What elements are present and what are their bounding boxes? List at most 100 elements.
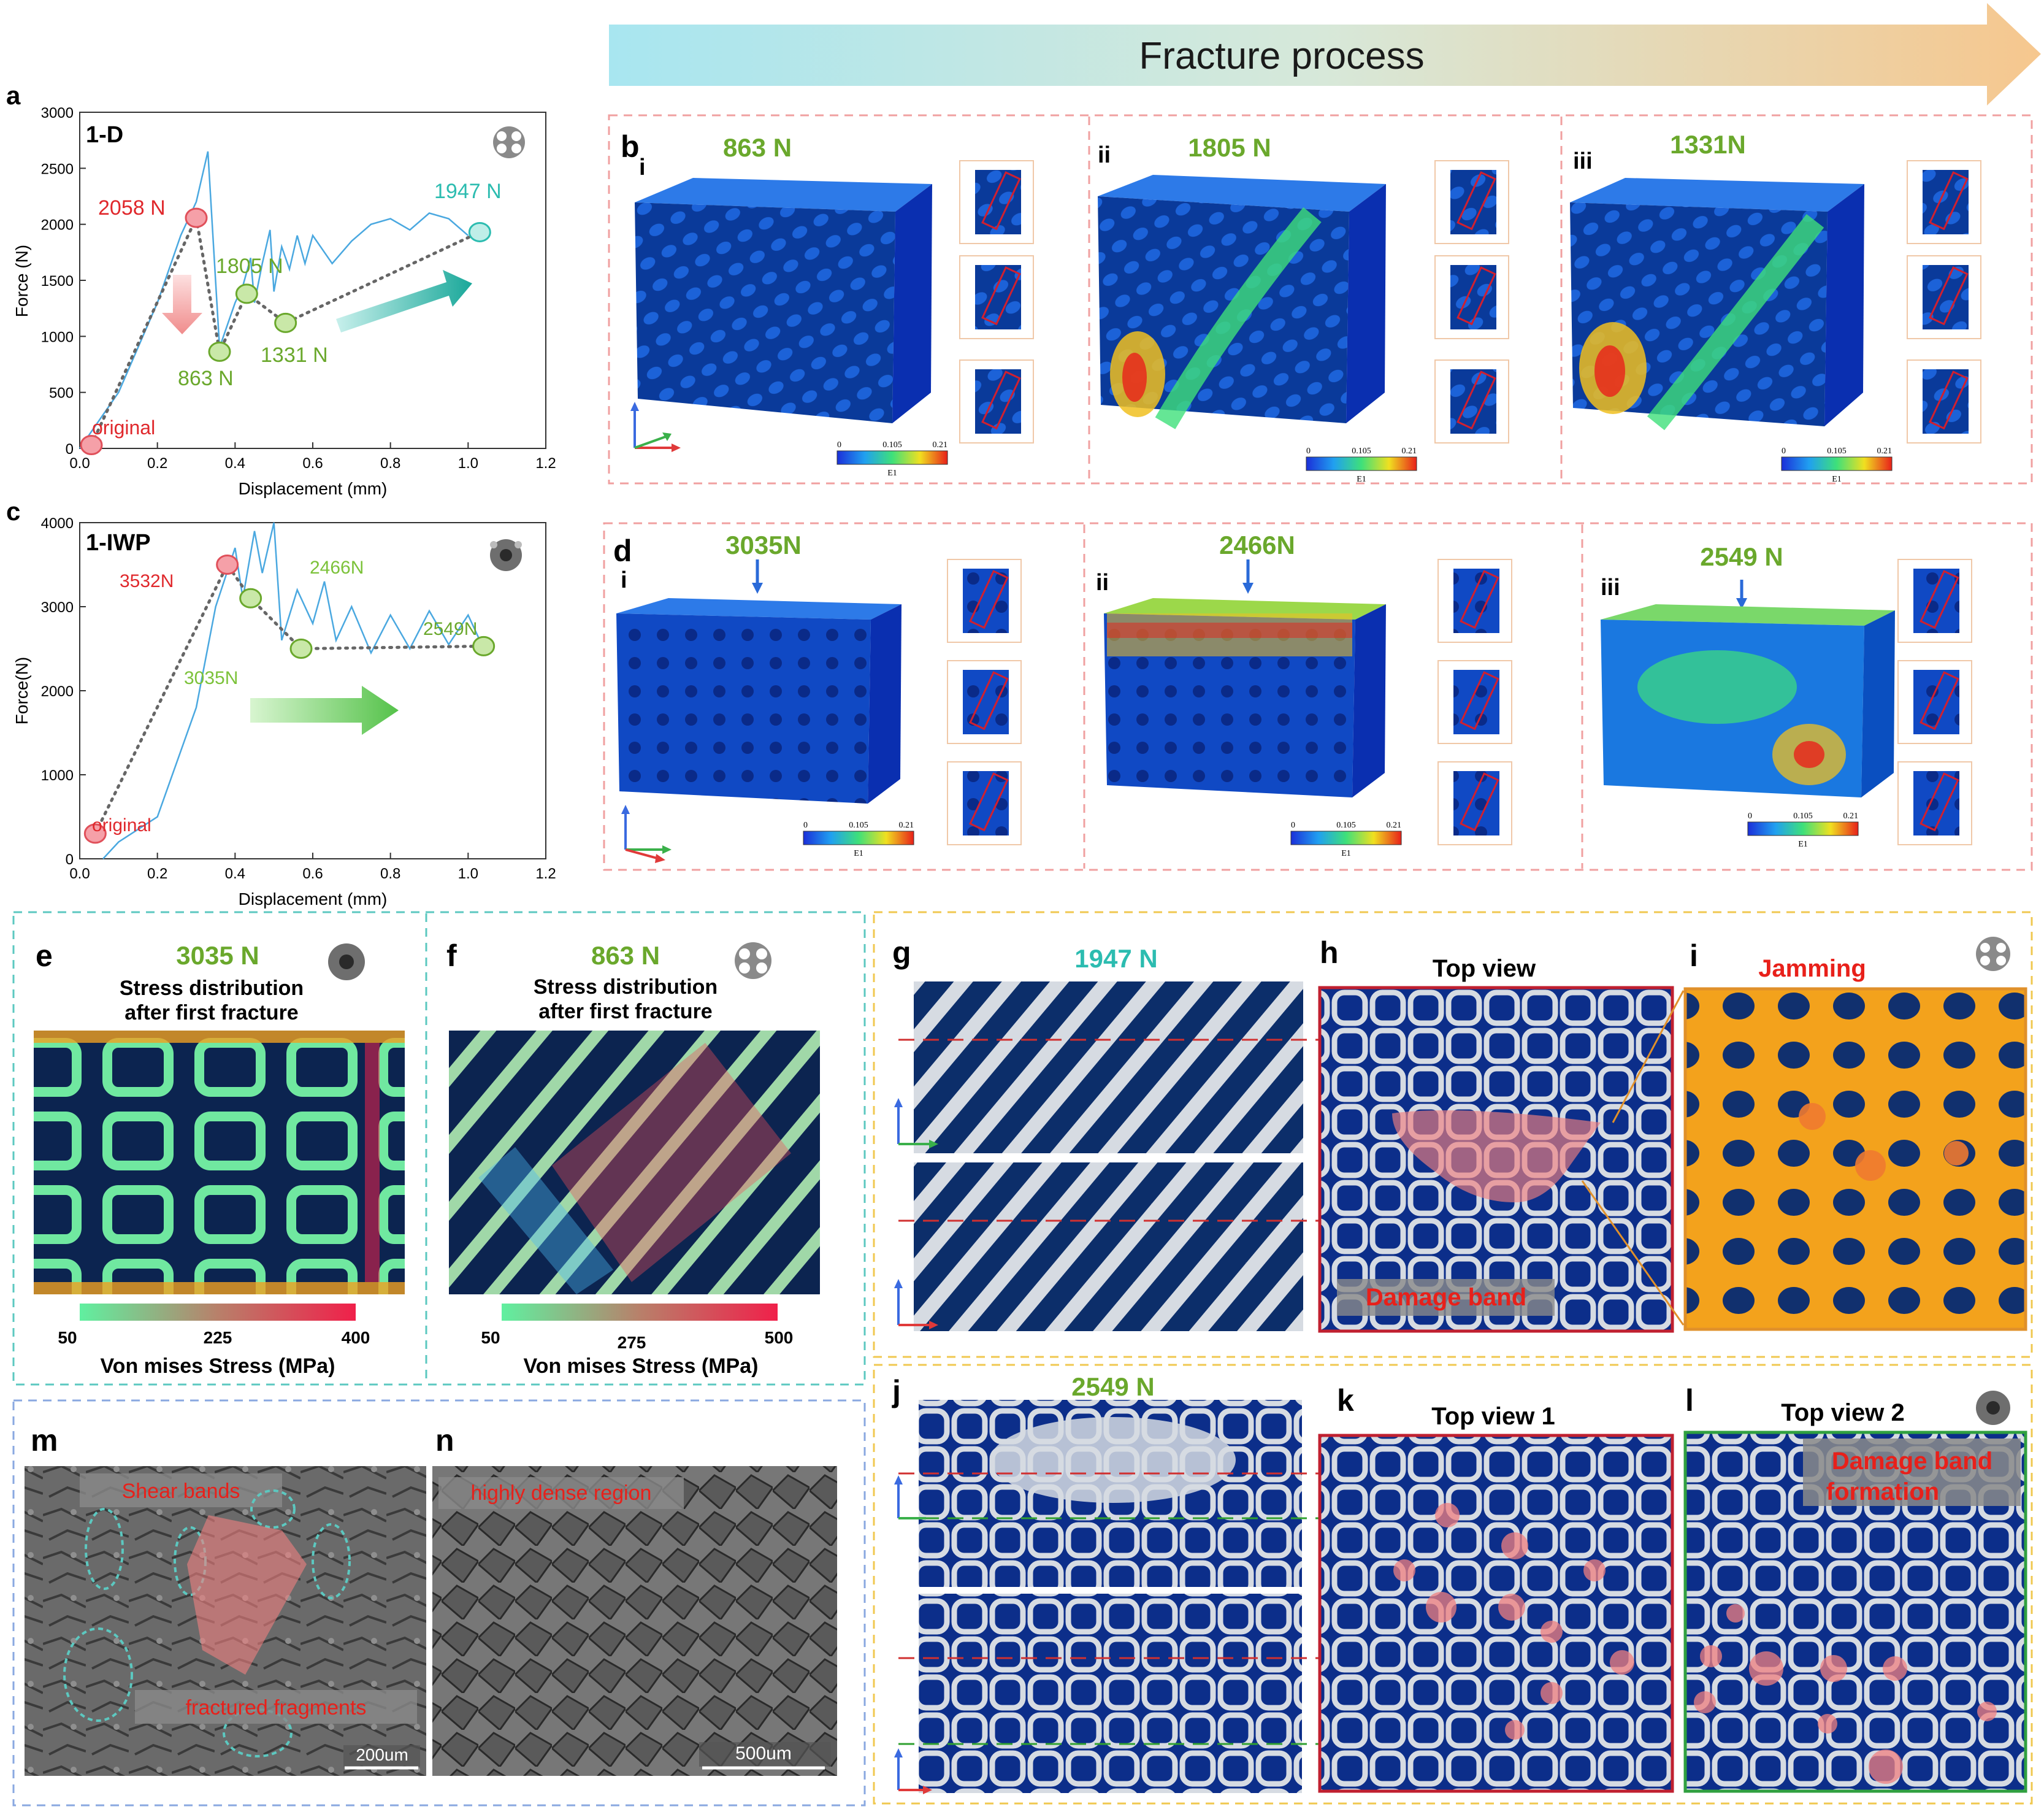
- b-cube-i: [635, 178, 932, 423]
- chart-a: 0 500 1000 1500 2000 2500 3000 0.0 0.2 0.4 0.6 0.8…: [41, 105, 556, 472]
- slice-inset-frame: [1907, 255, 1981, 339]
- chart-c-xtick-label: 0.0: [69, 866, 90, 882]
- axis-triad-icon-g: [894, 1098, 938, 1329]
- b-roman-ii: ii: [1098, 142, 1111, 168]
- chart-a-marker: [80, 435, 103, 456]
- g-force: 1947 N: [1074, 944, 1157, 973]
- chart-c-xtick-label: 1.0: [458, 866, 478, 882]
- load-arrow-icons: [752, 559, 1747, 609]
- slice-inset-band: [981, 171, 1021, 231]
- chart-a-ylabel: Force (N): [12, 245, 31, 317]
- slice-inset-frame: [947, 559, 1022, 643]
- panel-label-d: d: [613, 534, 632, 568]
- chart-a-ytick-label: 2500: [41, 161, 74, 177]
- chart-c-xtick-label: 0.6: [302, 866, 323, 882]
- slice-inset-band: [1929, 371, 1969, 430]
- strain-colorbar-mid: 0.105: [882, 440, 902, 450]
- b-slice-insets: [959, 160, 1981, 444]
- panel-b: b i ii iii 863 N 1805 N 1331N: [608, 114, 2033, 858]
- strain-colorbar-min: 0: [837, 440, 841, 450]
- slice-inset-frame: [947, 660, 1022, 744]
- k-top-view: [1318, 1434, 1674, 1793]
- panel-d: d i ii iii 3035N 2466N 2549 N: [603, 522, 2033, 871]
- chart-a-xtick-label: 0.8: [380, 455, 400, 472]
- i-title: Jamming: [1758, 955, 1866, 982]
- chart-c-marker: [289, 639, 313, 659]
- slice-inset-band: [1920, 772, 1959, 832]
- slice-inset-band: [969, 671, 1009, 731]
- f-cb-label: Von mises Stress (MPa): [524, 1354, 759, 1378]
- chart-a-sample-label: 1-D: [86, 122, 123, 148]
- chart-c: 0 1000 2000 3000 4000 0.0 0.2 0.4 0.6 0.8 1.0 1.2: [41, 515, 556, 882]
- k-damage-spots: [1393, 1503, 1634, 1740]
- panels-m-n: m n Shear bands fractured fragments 200u…: [12, 1399, 866, 1807]
- slice-inset-frame: [1907, 359, 1981, 444]
- label-1947: 1947 N: [434, 180, 502, 203]
- chart-c-ytick-label: 4000: [41, 515, 74, 532]
- f-cb-min: 50: [481, 1328, 500, 1347]
- strain-colorbar: [1306, 456, 1417, 471]
- strain-colorbar-min: 0: [1306, 447, 1311, 456]
- chart-a-ytick-label: 2000: [41, 217, 74, 234]
- chart-a-xtick-label: 0.4: [225, 455, 245, 472]
- fracture-process-banner: Fracture process: [609, 3, 2041, 106]
- slice-inset-frame: [1437, 559, 1512, 643]
- chart-a-ytick-label: 1500: [41, 273, 74, 290]
- b-force-i: 863 N: [723, 133, 792, 162]
- strain-colorbar-mid: 0.105: [849, 821, 868, 830]
- chart-a-ytick-label: 500: [49, 385, 74, 402]
- slice-inset-frame: [1434, 359, 1509, 444]
- panel-label-l: l: [1685, 1383, 1694, 1418]
- m-scale-label: 200um: [356, 1745, 408, 1764]
- n-dense-label: highly dense region: [471, 1481, 652, 1505]
- h-note: Damage band: [1366, 1284, 1526, 1311]
- strain-colorbar-label: E1: [854, 849, 863, 858]
- slice-inset-frame: [959, 160, 1034, 244]
- f-title-line1: Stress distribution: [534, 975, 718, 999]
- chart-c-ytick-label: 3000: [41, 599, 74, 616]
- b-cube-ii: [1098, 175, 1386, 429]
- chart-c-marker: [239, 588, 262, 609]
- slice-inset-frame: [1434, 160, 1509, 244]
- chart-a-marker: [208, 341, 231, 362]
- label-3532: 3532N: [120, 571, 174, 591]
- strain-colorbar-min: 0: [803, 821, 808, 830]
- j-force: 2549 N: [1071, 1372, 1154, 1401]
- panel-label-n: n: [435, 1423, 454, 1458]
- e-cb-min: 50: [58, 1328, 77, 1347]
- down-arrow-icon: [162, 275, 202, 334]
- chart-c-marker: [472, 636, 496, 656]
- slice-inset-band: [1929, 266, 1969, 326]
- chart-a-ytick-label: 0: [66, 441, 74, 458]
- label-2466: 2466N: [310, 558, 364, 578]
- chart-a-ytick-label: 3000: [41, 105, 74, 121]
- strain-colorbar-min: 0: [1291, 821, 1295, 830]
- d-force-ii: 2466N: [1219, 531, 1295, 559]
- strain-colorbar-mid: 0.105: [1352, 447, 1371, 456]
- m-fragment-highlight: [187, 1515, 307, 1675]
- axis-triad-icon: [630, 402, 681, 452]
- d-roman-i: i: [621, 567, 627, 593]
- chart-a-marker: [235, 283, 258, 304]
- d-slice-insets: [947, 559, 1972, 845]
- strain-colorbar: [1747, 821, 1859, 836]
- slice-inset-band: [969, 772, 1009, 832]
- chart-c-xtick-label: 1.2: [535, 866, 556, 882]
- slice-inset-band: [981, 371, 1021, 430]
- f-stress-map: [449, 1031, 820, 1294]
- l-note-line1: Damage band: [1832, 1448, 1992, 1475]
- panel-label-b: b: [621, 129, 640, 164]
- panel-label-g: g: [892, 935, 911, 970]
- chart-a-xtick-label: 0.0: [69, 455, 90, 472]
- d-roman-iii: iii: [1601, 575, 1620, 601]
- label-original-c: original: [92, 815, 151, 835]
- chart-c-xtick-label: 0.2: [147, 866, 167, 882]
- strain-colorbar: [1290, 831, 1402, 845]
- h-title: Top view: [1433, 955, 1536, 982]
- panel-label-k: k: [1337, 1383, 1354, 1418]
- chart-a-series-line: [78, 151, 469, 449]
- chart-a-xtick-label: 0.2: [147, 455, 167, 472]
- d-force-i: 3035N: [725, 531, 802, 559]
- strain-colorbar-max: 0.21: [1877, 447, 1893, 456]
- chart-a-marker: [274, 312, 297, 333]
